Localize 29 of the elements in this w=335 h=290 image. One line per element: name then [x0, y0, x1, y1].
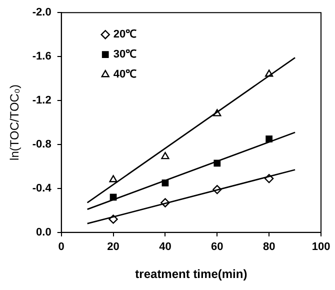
point	[265, 70, 274, 77]
point	[212, 184, 222, 194]
point	[214, 160, 221, 167]
y-tick-label: -0.4	[32, 182, 52, 194]
x-tick-label: 80	[262, 241, 276, 254]
point	[110, 194, 117, 201]
x-tick-label: 60	[211, 241, 224, 254]
x-tick-label: 40	[159, 241, 172, 254]
x-axis-title: treatment time(min)	[135, 267, 248, 282]
legend-label: 20℃	[113, 28, 137, 41]
point	[160, 198, 170, 208]
x-tick-label: 20	[107, 241, 120, 254]
x-tick-label: 0	[58, 241, 64, 254]
y-tick-label: -1.6	[32, 50, 52, 63]
x-tick-label: 100	[312, 241, 330, 254]
legend-label: 40℃	[113, 68, 137, 81]
point	[213, 109, 222, 116]
point	[161, 152, 170, 160]
legend-label: 30℃	[113, 48, 137, 61]
y-tick-label: -2.0	[32, 6, 52, 19]
y-axis-title: ln(TOC/TOC₀)	[8, 84, 22, 160]
point	[108, 214, 118, 224]
y-tick-label: -1.2	[32, 94, 52, 107]
point	[264, 174, 274, 184]
y-tick-label: -0.8	[32, 138, 52, 151]
point	[109, 175, 118, 182]
point	[266, 136, 272, 142]
y-tick-label: 0.0	[36, 226, 52, 238]
point	[162, 180, 169, 186]
